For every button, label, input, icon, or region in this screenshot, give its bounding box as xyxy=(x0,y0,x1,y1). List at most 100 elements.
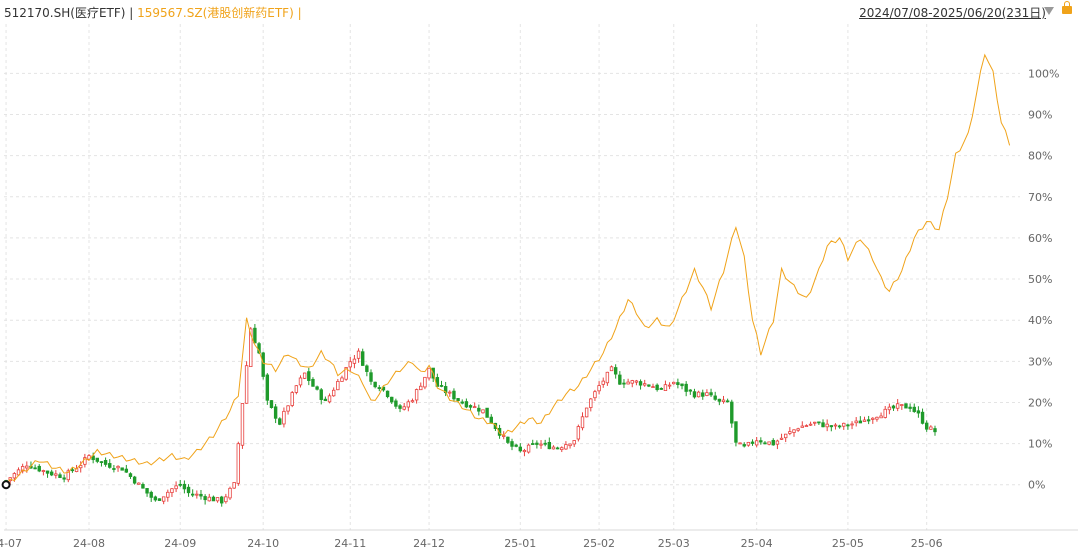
candle-body xyxy=(539,443,543,446)
candle-body xyxy=(290,392,294,406)
caret-down-icon[interactable] xyxy=(1044,7,1054,15)
candle-body xyxy=(186,486,191,494)
candle-body xyxy=(788,431,792,434)
candle-body xyxy=(659,388,663,390)
candle-body xyxy=(613,367,618,375)
x-tick-label: 25-06 xyxy=(911,537,943,550)
candle-body xyxy=(850,423,854,426)
candle-body xyxy=(365,365,369,372)
candle-body xyxy=(560,447,564,451)
x-tick-label: 24-11 xyxy=(334,537,366,550)
candle-body xyxy=(236,443,241,484)
candle-body xyxy=(493,422,498,429)
candle-body xyxy=(609,366,614,372)
candle-body xyxy=(497,427,502,436)
candle-body xyxy=(373,381,377,388)
candle-body xyxy=(630,380,634,384)
candle-body xyxy=(331,389,336,397)
candle-body xyxy=(66,470,70,481)
x-tick-label: 25-04 xyxy=(741,537,773,550)
candle-body xyxy=(323,398,328,402)
candle-body xyxy=(452,390,456,400)
candle-body xyxy=(190,493,195,496)
candle-body xyxy=(423,376,427,388)
candle-body xyxy=(410,400,415,403)
candle-body xyxy=(361,351,365,366)
candle-body xyxy=(99,461,104,464)
x-tick-label: 25-01 xyxy=(504,537,536,550)
candle-body xyxy=(137,482,141,485)
candle-body xyxy=(344,367,348,380)
start-marker-icon xyxy=(1,480,11,490)
candle-body xyxy=(626,381,630,385)
candle-body xyxy=(576,426,581,440)
y-tick-label: 10% xyxy=(1028,438,1052,451)
candle-body xyxy=(771,439,775,446)
candle-body xyxy=(713,395,717,400)
candle-body xyxy=(224,496,228,503)
candle-body xyxy=(128,473,133,477)
candle-body xyxy=(70,469,75,472)
y-tick-label: 0% xyxy=(1028,479,1045,492)
candle-body xyxy=(763,442,767,445)
candle-body xyxy=(783,433,788,439)
candle-body xyxy=(228,487,232,499)
candle-body xyxy=(25,465,29,469)
candle-body xyxy=(448,391,452,394)
candle-body xyxy=(754,440,759,446)
candle-body xyxy=(908,406,912,409)
candle-body xyxy=(49,471,54,476)
candle-body xyxy=(593,391,597,399)
candle-body xyxy=(336,381,340,391)
candle-body xyxy=(124,468,129,473)
candle-body xyxy=(887,406,892,411)
candle-body xyxy=(132,476,137,484)
series2-label[interactable]: 159567.SZ(港股创新药ETF) xyxy=(137,6,294,20)
candle-body xyxy=(456,398,460,402)
candle-body xyxy=(837,425,842,428)
candle-body xyxy=(472,406,477,409)
candle-body xyxy=(419,385,423,391)
candle-body xyxy=(253,327,257,344)
candle-body xyxy=(746,441,751,446)
candle-body xyxy=(369,372,373,382)
candle-body xyxy=(717,398,722,402)
candle-body xyxy=(846,424,850,427)
series1-label[interactable]: 512170.SH(医疗ETF) xyxy=(4,6,126,20)
candle-body xyxy=(356,350,361,359)
candle-body xyxy=(684,383,688,392)
legend-suffix: | xyxy=(293,6,302,20)
candle-body xyxy=(265,374,270,401)
candle-body xyxy=(547,441,552,450)
candle-body xyxy=(87,455,91,460)
candle-body xyxy=(518,446,522,452)
y-tick-label: 70% xyxy=(1028,191,1052,204)
candle-body xyxy=(45,470,50,474)
candle-body xyxy=(916,410,921,414)
candle-body xyxy=(920,411,925,424)
candle-body xyxy=(464,401,469,408)
candle-body xyxy=(904,403,908,409)
candle-body xyxy=(725,400,730,403)
candle-body xyxy=(800,425,804,428)
candle-body xyxy=(170,488,174,493)
candle-body xyxy=(618,374,622,385)
candle-body xyxy=(120,467,124,471)
candle-body xyxy=(531,443,535,445)
candle-body xyxy=(12,473,17,479)
candle-body xyxy=(551,446,556,450)
candle-body xyxy=(20,466,25,472)
candle-body xyxy=(261,352,265,377)
candle-body xyxy=(750,441,755,444)
candle-body xyxy=(655,384,659,391)
date-range-label[interactable]: 2024/07/08-2025/06/20(231日) xyxy=(859,6,1046,20)
x-tick-label: 24-10 xyxy=(247,537,279,550)
lock-icon[interactable] xyxy=(1062,1,1072,14)
y-tick-label: 40% xyxy=(1028,314,1052,327)
candle-body xyxy=(232,482,236,489)
candle-body xyxy=(394,400,398,407)
candle-body xyxy=(709,392,713,396)
candle-body xyxy=(767,441,771,445)
candle-body xyxy=(601,380,605,385)
candle-body xyxy=(390,396,394,403)
